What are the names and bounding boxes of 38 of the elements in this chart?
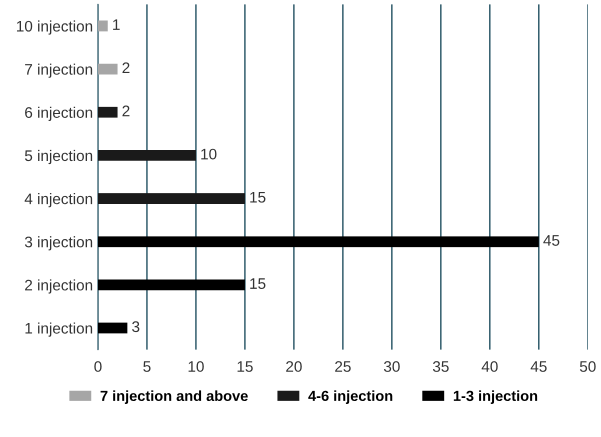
x-tick-label: 0 — [94, 361, 102, 372]
bar — [98, 150, 196, 161]
y-tick-label: 5 injection — [24, 150, 92, 164]
data-label: 10 — [201, 148, 216, 160]
x-tick-label: 15 — [238, 361, 253, 372]
legend-label: 7 injection and above — [100, 390, 248, 404]
x-tick-label: 10 — [188, 361, 204, 372]
data-label: 45 — [543, 235, 560, 246]
x-tick-label: 45 — [530, 361, 547, 372]
y-tick-label: 7 injection — [25, 64, 92, 78]
x-tick-label: 50 — [580, 361, 596, 372]
y-tick-label: 2 injection — [25, 279, 92, 294]
y-tick-label: 6 injection — [25, 106, 92, 121]
y-tick-label: 3 injection — [24, 236, 92, 250]
y-tick-label: 4 injection — [24, 193, 92, 208]
data-label: 15 — [250, 192, 266, 203]
y-tick-label: 1 injection — [25, 322, 92, 337]
bar — [98, 20, 108, 32]
bar — [98, 64, 118, 74]
legend-label: 1-3 injection — [454, 390, 538, 404]
bar — [98, 236, 539, 248]
data-label: 2 — [122, 106, 130, 116]
data-label: 3 — [132, 321, 140, 332]
data-label: 1 — [113, 19, 120, 30]
bar — [98, 279, 245, 290]
x-tick-label: 35 — [432, 361, 449, 372]
x-tick-label: 5 — [143, 361, 151, 372]
y-tick-label: 10 injection — [16, 20, 92, 35]
x-tick-label: 20 — [286, 361, 302, 372]
x-tick-label: 40 — [482, 361, 498, 372]
x-tick-label: 30 — [384, 361, 400, 372]
bar — [98, 193, 245, 204]
data-label: 2 — [122, 62, 130, 74]
bar — [98, 322, 128, 334]
data-label: 15 — [250, 278, 266, 289]
legend-label: 4-6 injection — [308, 390, 392, 404]
bar — [98, 106, 118, 118]
x-tick-label: 25 — [335, 361, 351, 372]
